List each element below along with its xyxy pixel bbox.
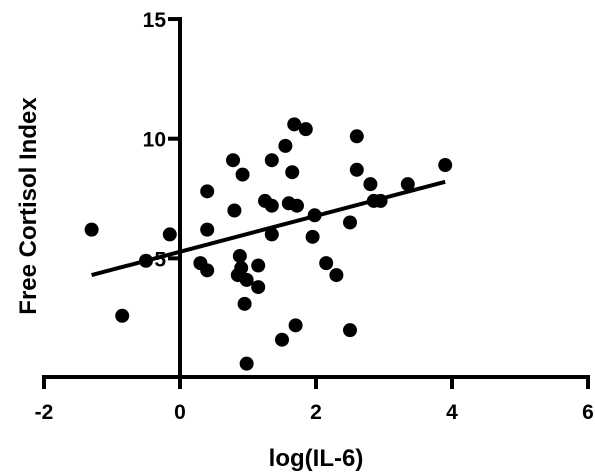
data-point	[287, 117, 302, 132]
data-point	[232, 248, 247, 263]
x-tick-label: 2	[310, 401, 322, 424]
data-point	[239, 356, 254, 371]
data-point	[235, 167, 250, 182]
data-point	[200, 222, 215, 237]
data-point	[227, 203, 242, 218]
data-point	[298, 122, 313, 137]
data-point	[200, 263, 215, 278]
data-point	[226, 153, 241, 168]
x-axis-ticks: -2 0 2 4 6	[35, 377, 594, 424]
x-tick-label: 0	[174, 401, 186, 424]
data-point	[305, 229, 320, 244]
data-point	[349, 129, 364, 144]
regression-line	[91, 179, 446, 278]
data-point	[319, 256, 334, 271]
data-point	[288, 318, 303, 333]
data-point	[264, 153, 279, 168]
data-point	[349, 162, 364, 177]
data-point	[343, 323, 357, 338]
y-tick-label: 5	[154, 248, 166, 271]
data-points	[84, 117, 453, 371]
data-point	[251, 258, 266, 273]
data-point	[363, 177, 378, 192]
data-point	[438, 158, 453, 173]
data-point	[237, 296, 252, 311]
data-point	[285, 165, 300, 180]
data-point	[400, 177, 415, 192]
y-tick-label: 10	[143, 129, 166, 152]
data-point	[264, 198, 279, 213]
data-point	[84, 222, 99, 237]
data-point	[278, 138, 293, 153]
data-point	[239, 272, 254, 287]
y-axis-title: Free Cortisol Index	[15, 97, 42, 315]
data-point	[162, 227, 177, 242]
data-point	[264, 227, 279, 242]
data-point	[234, 260, 249, 275]
data-point	[329, 268, 344, 283]
x-tick-label: 4	[446, 401, 458, 424]
data-point	[251, 280, 266, 295]
x-tick-label: 6	[582, 401, 594, 424]
data-point	[289, 198, 304, 213]
data-point	[200, 184, 215, 199]
data-point	[115, 308, 130, 323]
x-tick-label: -2	[35, 401, 54, 424]
y-tick-label: 15	[143, 9, 167, 32]
y-axis-ticks: 5 10 15	[143, 9, 180, 271]
x-axis-title: log(IL-6)	[269, 445, 364, 472]
data-point	[275, 332, 289, 347]
data-point	[343, 215, 357, 230]
